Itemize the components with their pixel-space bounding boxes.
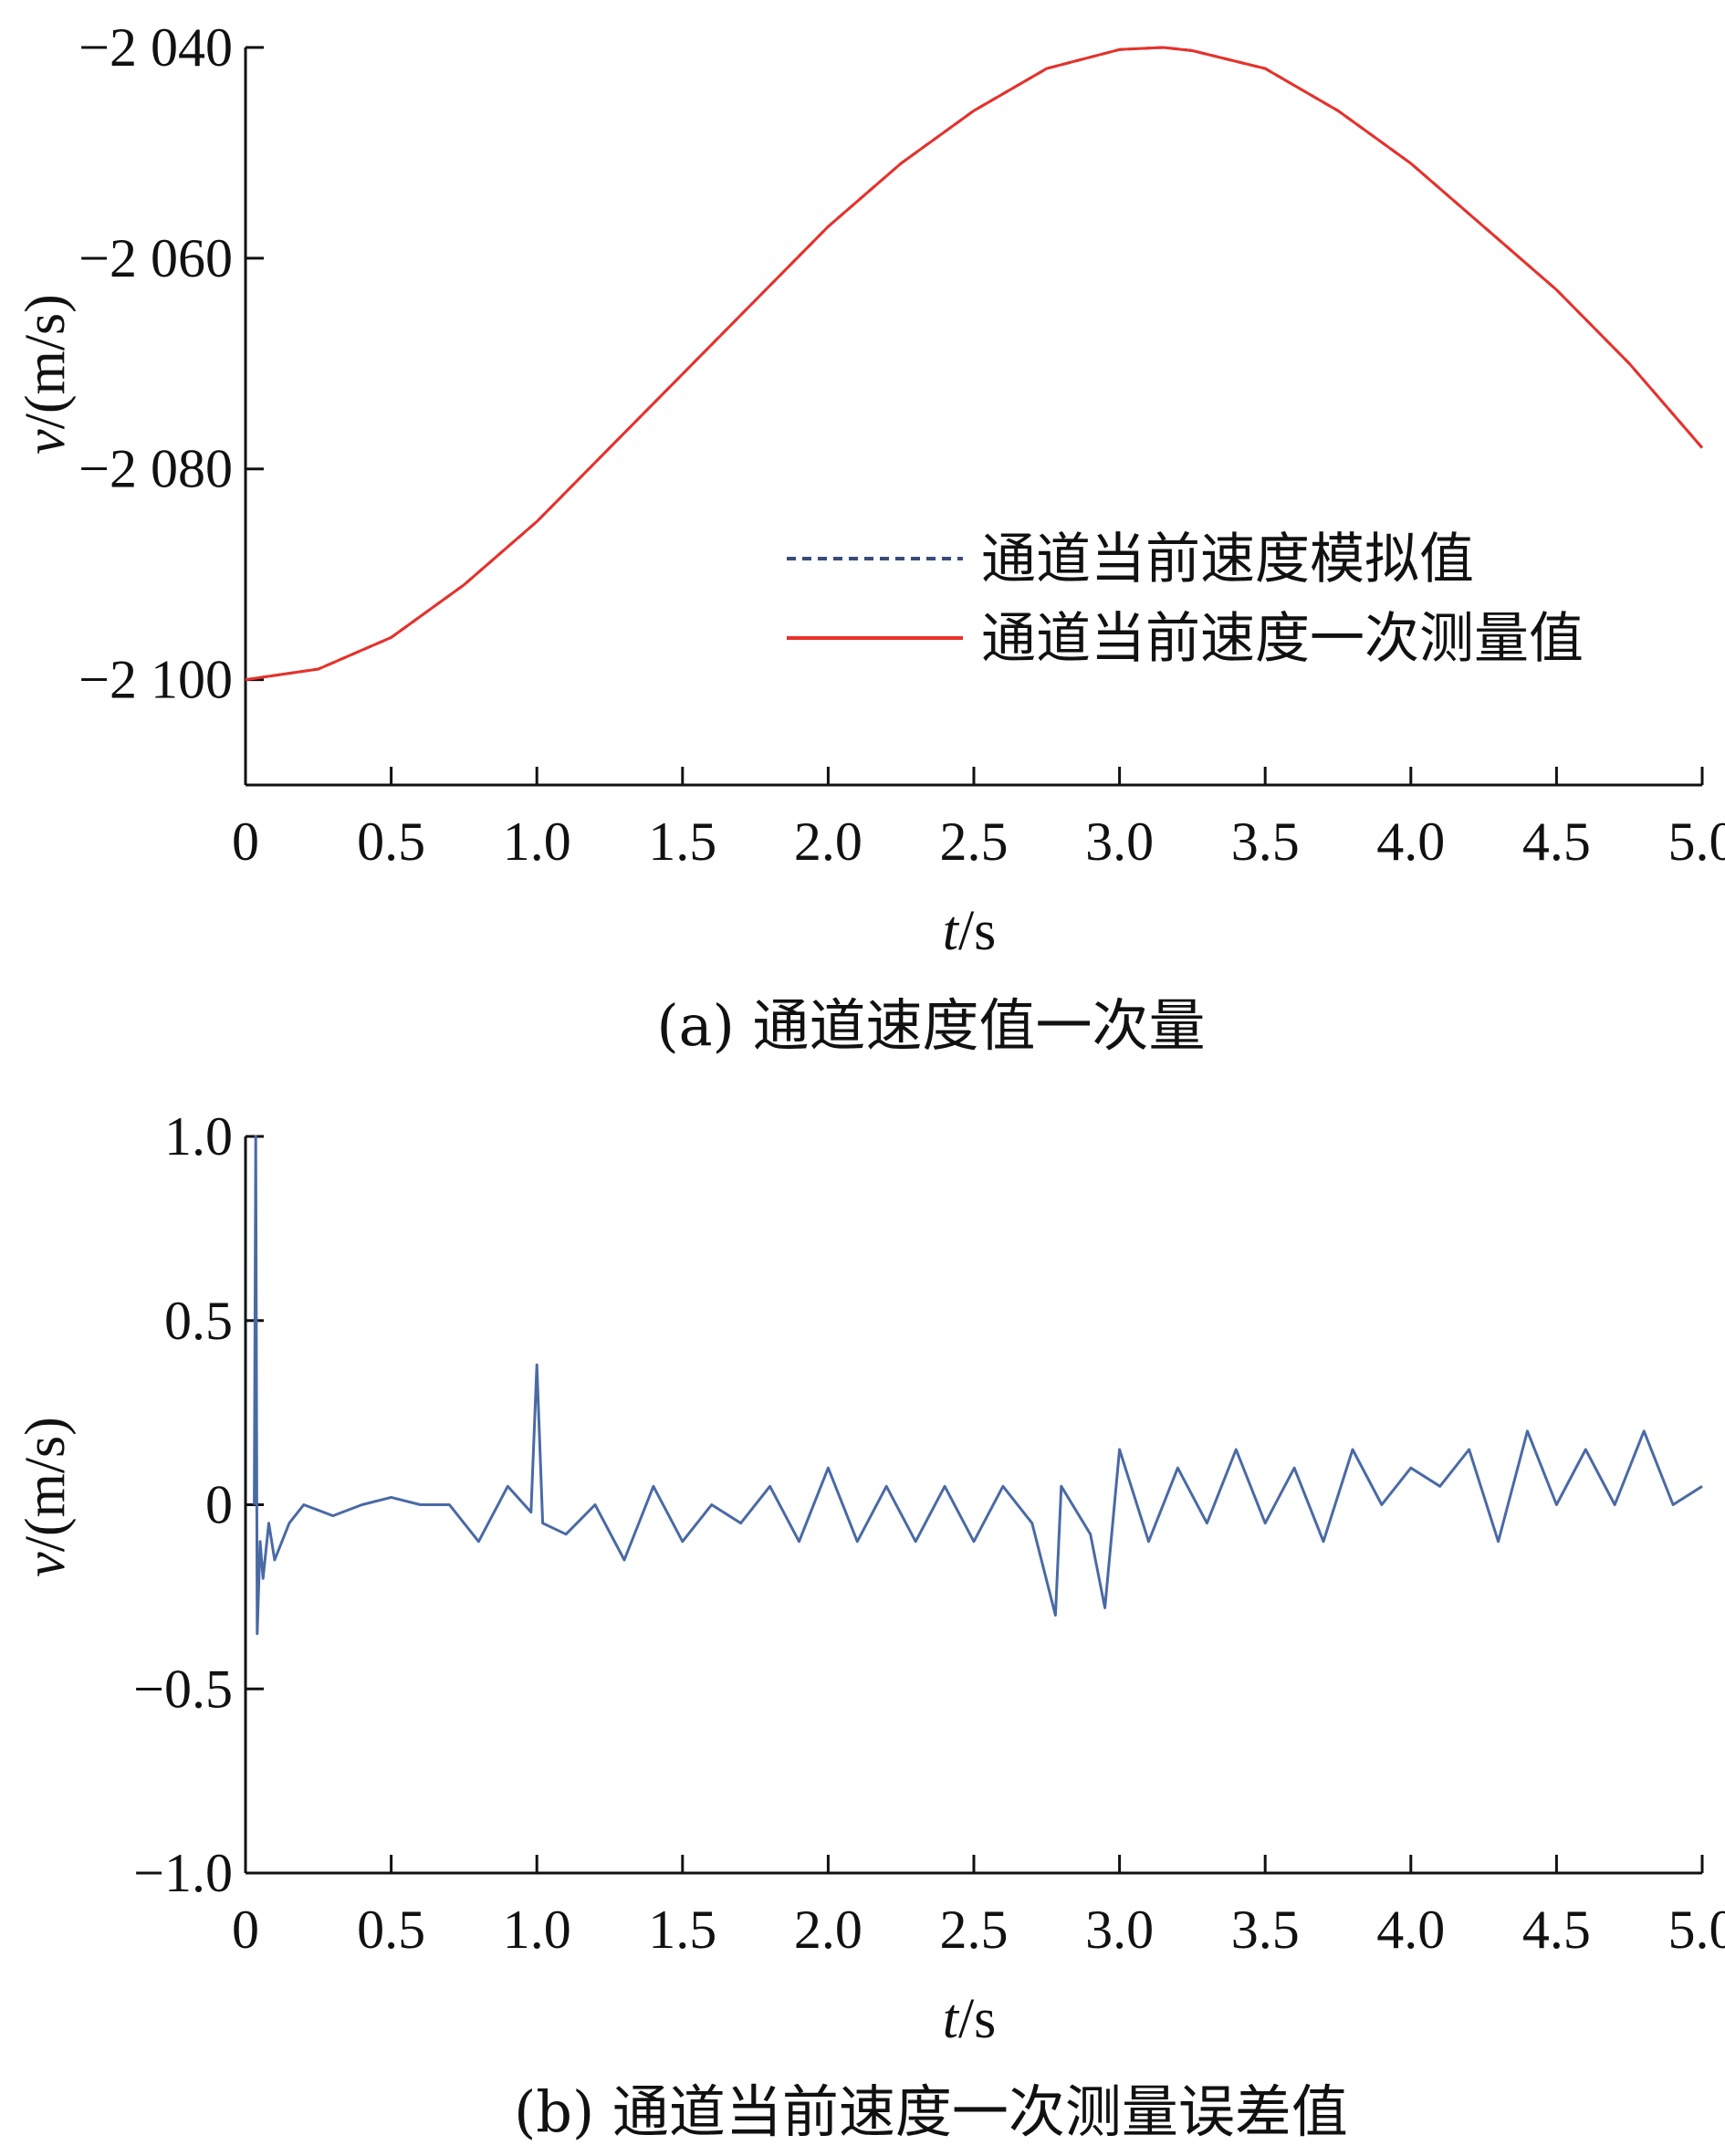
- y-tick-label: 1.0: [164, 1106, 233, 1167]
- y-tick-label: −0.5: [133, 1659, 233, 1719]
- chart-a-series: [245, 46, 1704, 682]
- x-tick-label: 2.0: [794, 811, 862, 872]
- x-tick-label: 3.0: [1085, 1900, 1154, 1960]
- x-tick-label: 3.0: [1085, 811, 1154, 872]
- y-tick-label: −2 100: [78, 650, 233, 710]
- chart-b-y-axis-title: v/(m/s): [15, 1417, 77, 1577]
- x-tick-label: 4.0: [1376, 1900, 1445, 1960]
- y-tick-label: −1.0: [133, 1843, 233, 1903]
- x-tick-label: 0.5: [357, 1900, 425, 1960]
- y-tick-label: −2 060: [78, 228, 233, 288]
- chart-b-y-ticks: 1.0 0.5 0 −0.5 −1.0: [133, 1106, 264, 1903]
- chart-a-axes: [244, 47, 1702, 787]
- chart-a-x-ticks: 0 0.5 1.0 1.5 2.0 2.5 3.0 3.5 4.0 4.5 5.0: [232, 767, 1725, 872]
- x-tick-label: 5.0: [1668, 1900, 1725, 1960]
- x-tick-label: 0: [232, 811, 259, 872]
- x-tick-label: 3.5: [1231, 1900, 1300, 1960]
- x-tick-label: 1.0: [503, 811, 571, 872]
- chart-b: 1.0 0.5 0 −0.5 −1.0 0 0.5 1.0 1.5 2.0 2.5 3.0 3.5 4.…: [15, 1106, 1725, 2145]
- x-tick-label: 2.5: [940, 811, 1009, 872]
- chart-a-y-ticks: −2 040 −2 060 −2 080 −2 100: [78, 17, 264, 710]
- x-tick-label: 2.5: [940, 1900, 1009, 1960]
- chart-a-caption: (a) 通道速度值一次量: [656, 992, 1205, 1059]
- chart-b-x-ticks: 0 0.5 1.0 1.5 2.0 2.5 3.0 3.5 4.0 4.5 5.0: [232, 1855, 1725, 1960]
- chart-a-y-axis-title: v/(m/s): [15, 294, 77, 455]
- chart-a: −2 040 −2 060 −2 080 −2 100 0 0.5 1.0 1.5 2.0 2.…: [15, 17, 1725, 1059]
- x-tick-label: 3.5: [1231, 811, 1300, 872]
- series-line-2: [245, 46, 1704, 682]
- x-tick-label: 1.0: [503, 1900, 571, 1960]
- x-tick-label: 0: [232, 1900, 259, 1960]
- x-tick-label: 0.5: [357, 811, 425, 872]
- chart-b-x-axis-title: t/s: [943, 1988, 997, 2050]
- series-line-1: [253, 1135, 1703, 1636]
- y-tick-label: 0: [205, 1475, 233, 1535]
- chart-b-caption: (b) 通道当前速度一次测量误差值: [514, 2078, 1348, 2145]
- chart-a-legend: 通道当前速度模拟值 通道当前速度一次测量值: [787, 528, 1584, 671]
- chart-a-x-axis-title: t/s: [943, 900, 997, 962]
- legend-label-measured: 通道当前速度一次测量值: [981, 607, 1584, 671]
- x-tick-label: 4.5: [1522, 1900, 1591, 1960]
- chart-b-series: [253, 1135, 1703, 1636]
- chart-b-axes: [244, 1136, 1702, 1875]
- x-tick-label: 4.0: [1376, 811, 1445, 872]
- y-tick-label: 0.5: [164, 1291, 233, 1351]
- x-tick-label: 1.5: [648, 811, 716, 872]
- x-tick-label: 1.5: [648, 1900, 716, 1960]
- x-tick-label: 4.5: [1522, 811, 1591, 872]
- x-tick-label: 5.0: [1668, 811, 1725, 872]
- x-tick-label: 2.0: [794, 1900, 862, 1960]
- y-tick-label: −2 040: [78, 17, 233, 78]
- y-tick-label: −2 080: [78, 439, 233, 499]
- legend-label-simulated: 通道当前速度模拟值: [981, 528, 1474, 591]
